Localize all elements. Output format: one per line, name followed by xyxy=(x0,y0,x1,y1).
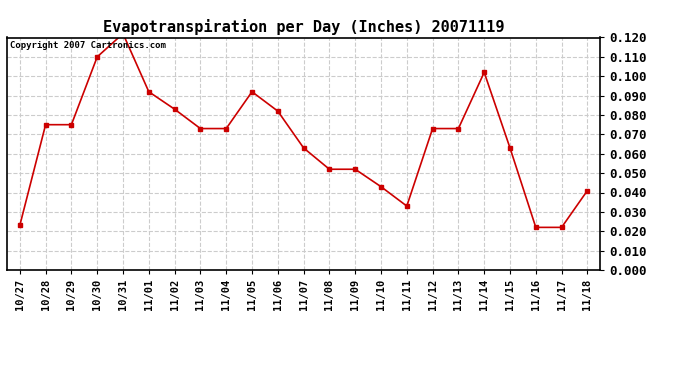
Text: Copyright 2007 Cartronics.com: Copyright 2007 Cartronics.com xyxy=(10,41,166,50)
Title: Evapotranspiration per Day (Inches) 20071119: Evapotranspiration per Day (Inches) 2007… xyxy=(103,19,504,35)
